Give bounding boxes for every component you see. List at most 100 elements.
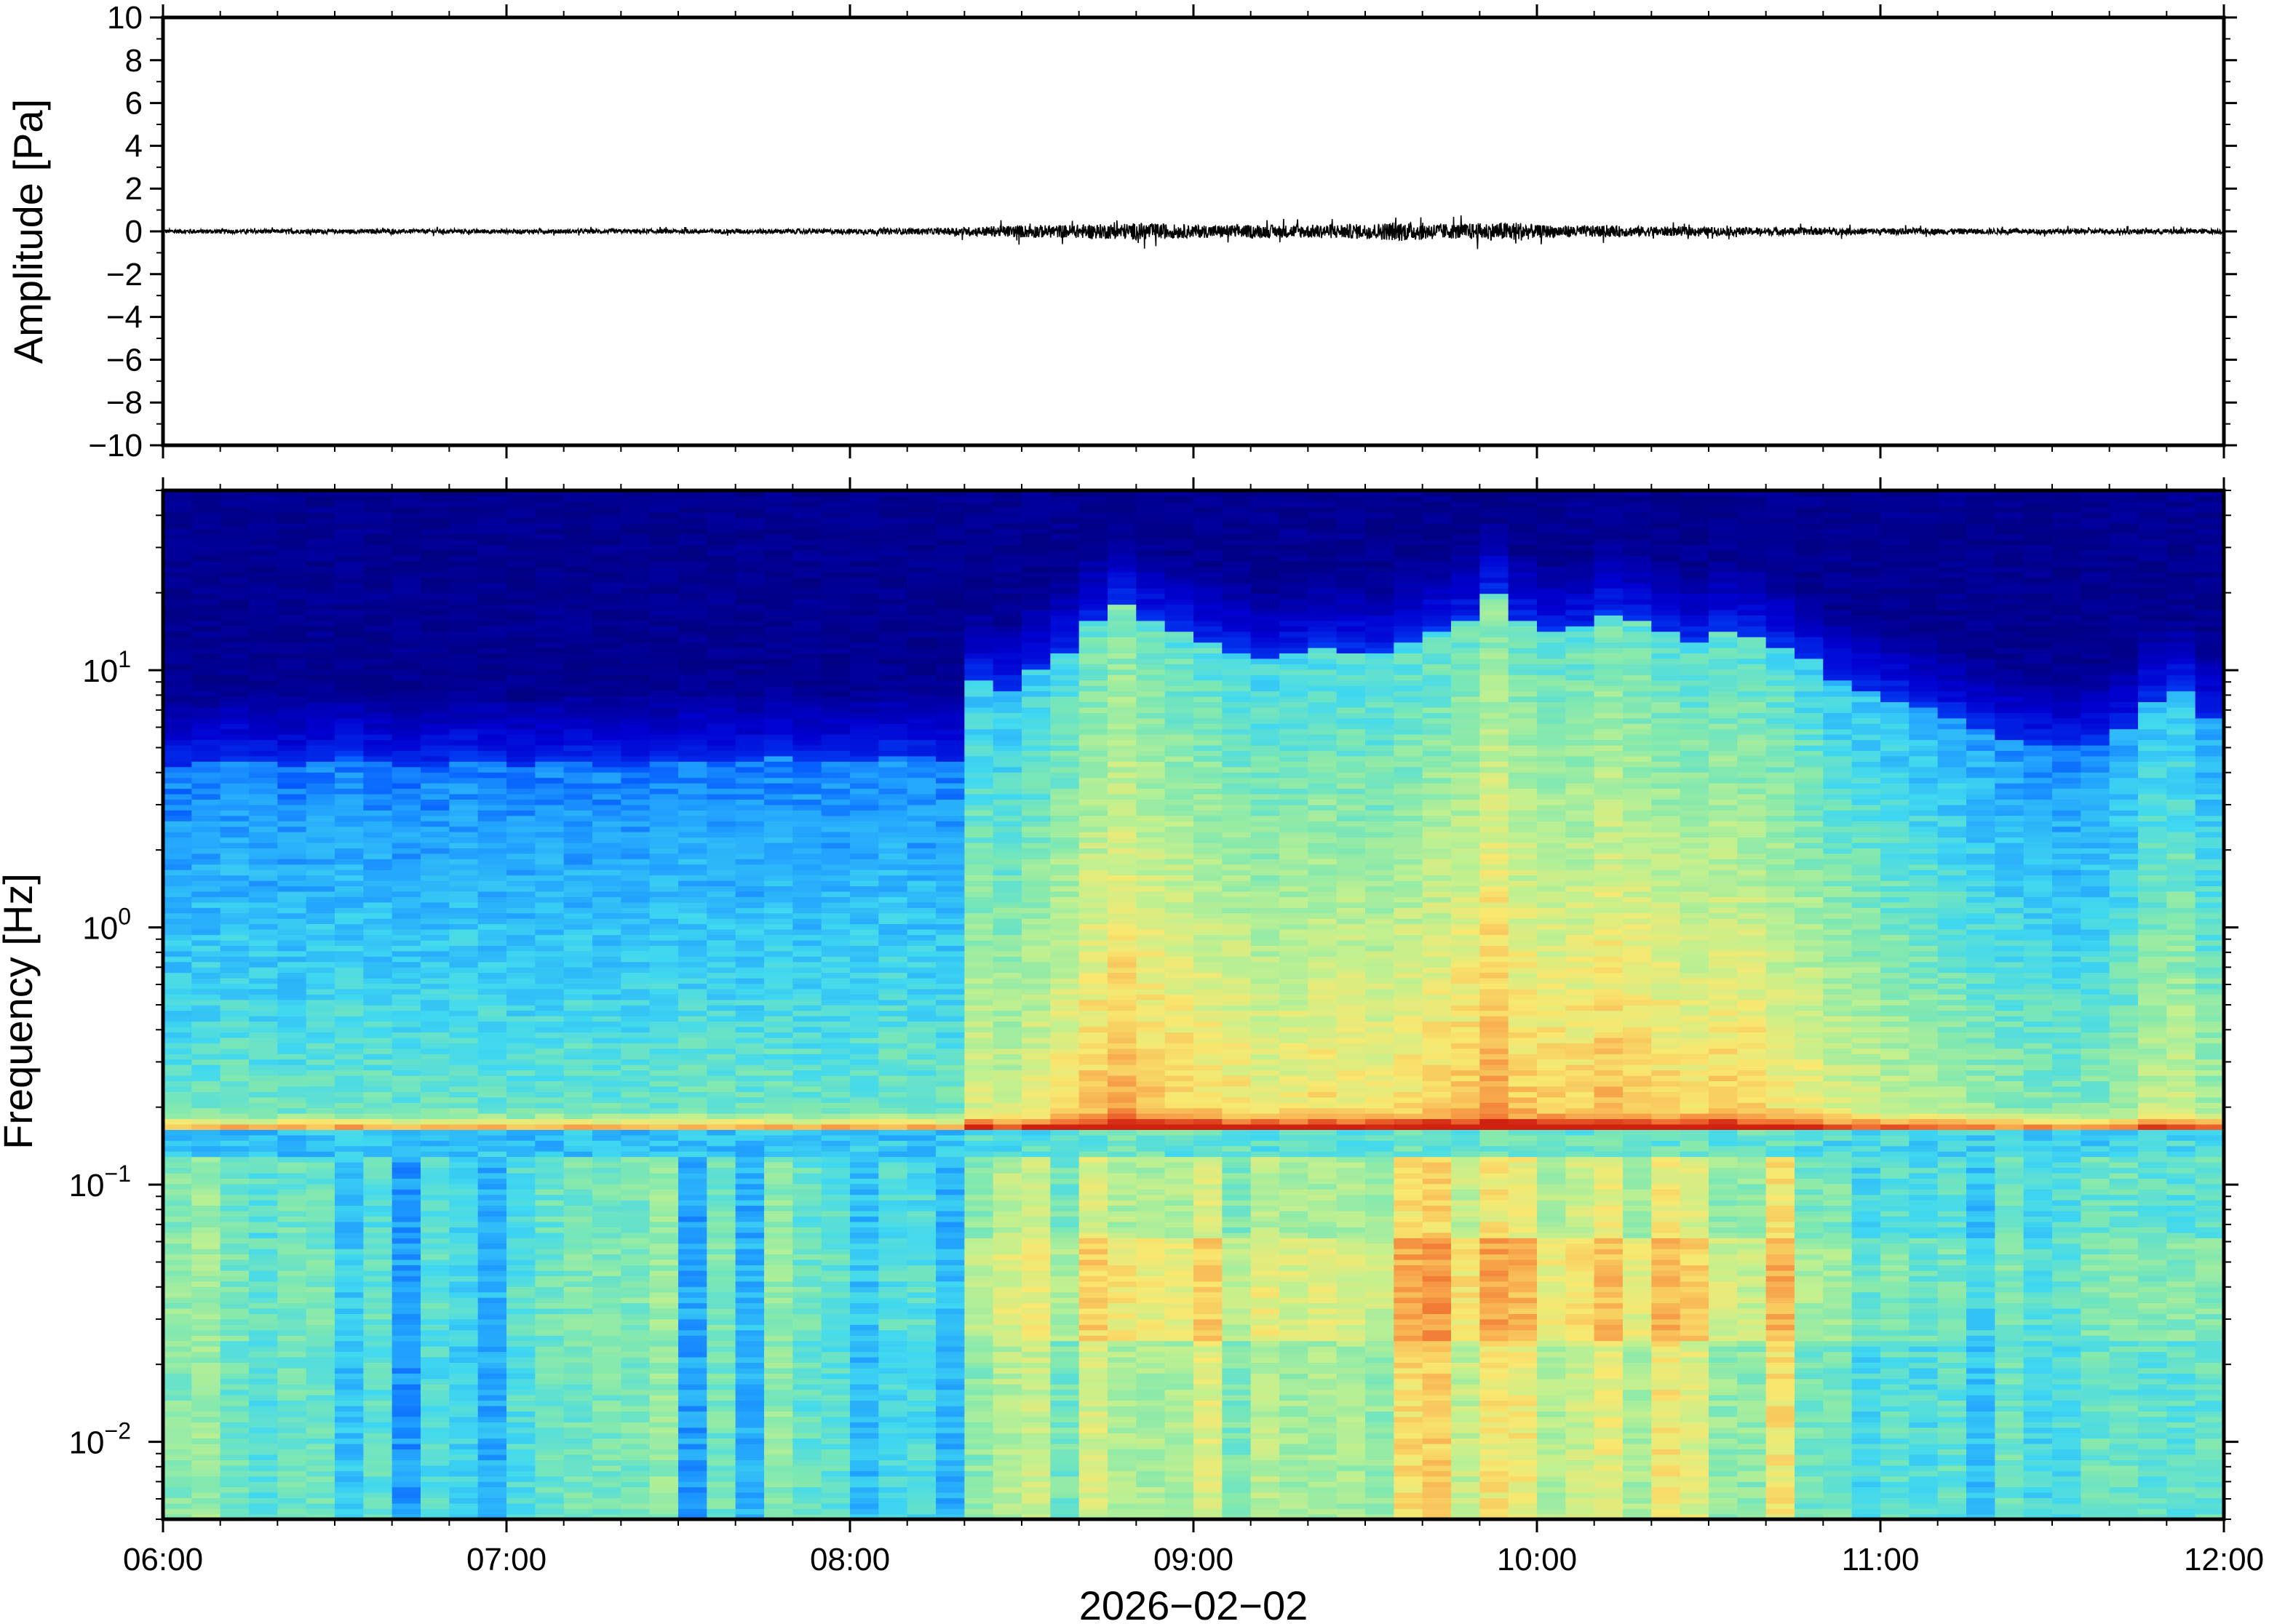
spectrogram-cell (335, 1492, 365, 1499)
spectrogram-cell (649, 1150, 679, 1158)
spectrogram-cell (649, 690, 679, 697)
spectrogram-cell (506, 1270, 536, 1276)
spectrogram-cell (220, 1205, 250, 1211)
spectrogram-cell (792, 1123, 822, 1130)
spectrogram-cell (477, 1329, 507, 1336)
spectrogram-cell (792, 528, 822, 535)
spectrogram-cell (506, 1123, 536, 1130)
spectrogram-cell (477, 631, 507, 637)
spectrogram-cell (850, 1064, 880, 1071)
spectrogram-cell (449, 1481, 479, 1488)
spectrogram-cell (163, 1021, 193, 1027)
spectrogram-cell (563, 658, 593, 664)
spectrogram-cell (363, 1307, 393, 1314)
spectrogram-cell (277, 1427, 307, 1433)
spectrogram-cell (220, 631, 250, 637)
spectrogram-cell (735, 869, 765, 876)
spectrogram-cell (792, 1313, 822, 1320)
spectrogram-cell (449, 896, 479, 903)
spectrogram-cell (735, 988, 765, 995)
spectrogram-cell (477, 771, 507, 779)
spectrogram-cell (535, 1021, 565, 1027)
spectrogram-cell (678, 901, 708, 908)
spectrogram-cell (421, 1048, 450, 1054)
spectrogram-cell (563, 723, 593, 730)
spectrogram-cell (191, 604, 221, 610)
spectrogram-cell (535, 1427, 565, 1433)
spectrogram-cell (392, 988, 421, 995)
spectrogram-cell (477, 1238, 507, 1244)
spectrogram-cell (649, 891, 679, 897)
spectrogram-cell (878, 1178, 908, 1185)
spectrogram-cell (649, 1427, 679, 1433)
spectrogram-cell (363, 1026, 393, 1033)
spectrogram-cell (735, 744, 765, 752)
spectrogram-cell (306, 522, 335, 529)
spectrogram-cell (306, 1221, 335, 1227)
spectrogram-cell (707, 1183, 736, 1190)
spectrogram-cell (792, 999, 822, 1006)
spectrogram-cell (191, 777, 221, 784)
spectrogram-cell (335, 788, 365, 795)
spectrogram-cell (850, 1221, 880, 1227)
spectrogram-cell (363, 1362, 393, 1369)
spectrogram-cell (592, 739, 622, 746)
spectrogram-cell (592, 626, 622, 632)
spectrogram-cell (220, 848, 250, 854)
spectrogram-cell (563, 1443, 593, 1450)
spectrogram-cell (792, 522, 822, 529)
spectrogram-cell (449, 1221, 479, 1227)
spectrogram-cell (850, 1492, 880, 1499)
spectrogram-cell (506, 1037, 536, 1043)
spectrogram-cell (649, 1449, 679, 1455)
spectrogram-cell (249, 1356, 279, 1363)
spectrogram-cell (621, 750, 651, 757)
spectrogram-cell (191, 1010, 221, 1016)
spectrogram-cell (821, 755, 851, 762)
spectrogram-cell (535, 1486, 565, 1493)
spectrogram-cell (163, 1297, 193, 1304)
spectrogram-cell (821, 1064, 851, 1071)
spectrogram-cell (506, 495, 536, 502)
spectrogram-cell (335, 1465, 365, 1471)
spectrogram-cell (477, 912, 507, 919)
spectrogram-cell (563, 1307, 593, 1314)
spectrogram-cell (649, 717, 679, 724)
spectrogram-cell (306, 928, 335, 936)
spectrogram-cell (306, 577, 335, 584)
spectrogram-cell (678, 1324, 708, 1331)
spectrogram-cell (277, 1389, 307, 1396)
spectrogram-cell (392, 966, 421, 974)
spectrogram-cell (792, 506, 822, 513)
spectrogram-cell (392, 1086, 421, 1092)
spectrogram-cell (163, 1302, 193, 1309)
spectrogram-cell (792, 664, 822, 670)
spectrogram-cell (678, 522, 708, 529)
spectrogram-cell (621, 522, 651, 529)
spectrogram-cell (592, 1389, 622, 1396)
spectrogram-cell (792, 804, 822, 811)
spectrogram-cell (592, 761, 622, 768)
spectrogram-cell (792, 771, 822, 779)
spectrogram-cell (764, 533, 794, 540)
spectrogram-cell (249, 1281, 279, 1287)
spectrogram-cell (163, 1454, 193, 1460)
spectrogram-cell (363, 1291, 393, 1298)
spectrogram-cell (277, 1470, 307, 1477)
spectrogram-cell (592, 939, 622, 946)
spectrogram-cell (735, 793, 765, 800)
spectrogram-cell (506, 717, 536, 724)
spectrogram-cell (563, 788, 593, 795)
spectrogram-cell (535, 577, 565, 584)
spectrogram-cell (592, 1064, 622, 1071)
spectrogram-cell (163, 1102, 193, 1109)
spectrogram-cell (563, 571, 593, 578)
spectrogram-cell (735, 1378, 765, 1385)
spectrogram-cell (277, 956, 307, 963)
spectrogram-cell (392, 977, 421, 984)
spectrogram-cell (878, 1199, 908, 1206)
spectrogram-cell (821, 1334, 851, 1342)
spectrogram-cell (592, 609, 622, 616)
spectrogram-cell (735, 1329, 765, 1336)
spectrogram-cell (792, 631, 822, 637)
